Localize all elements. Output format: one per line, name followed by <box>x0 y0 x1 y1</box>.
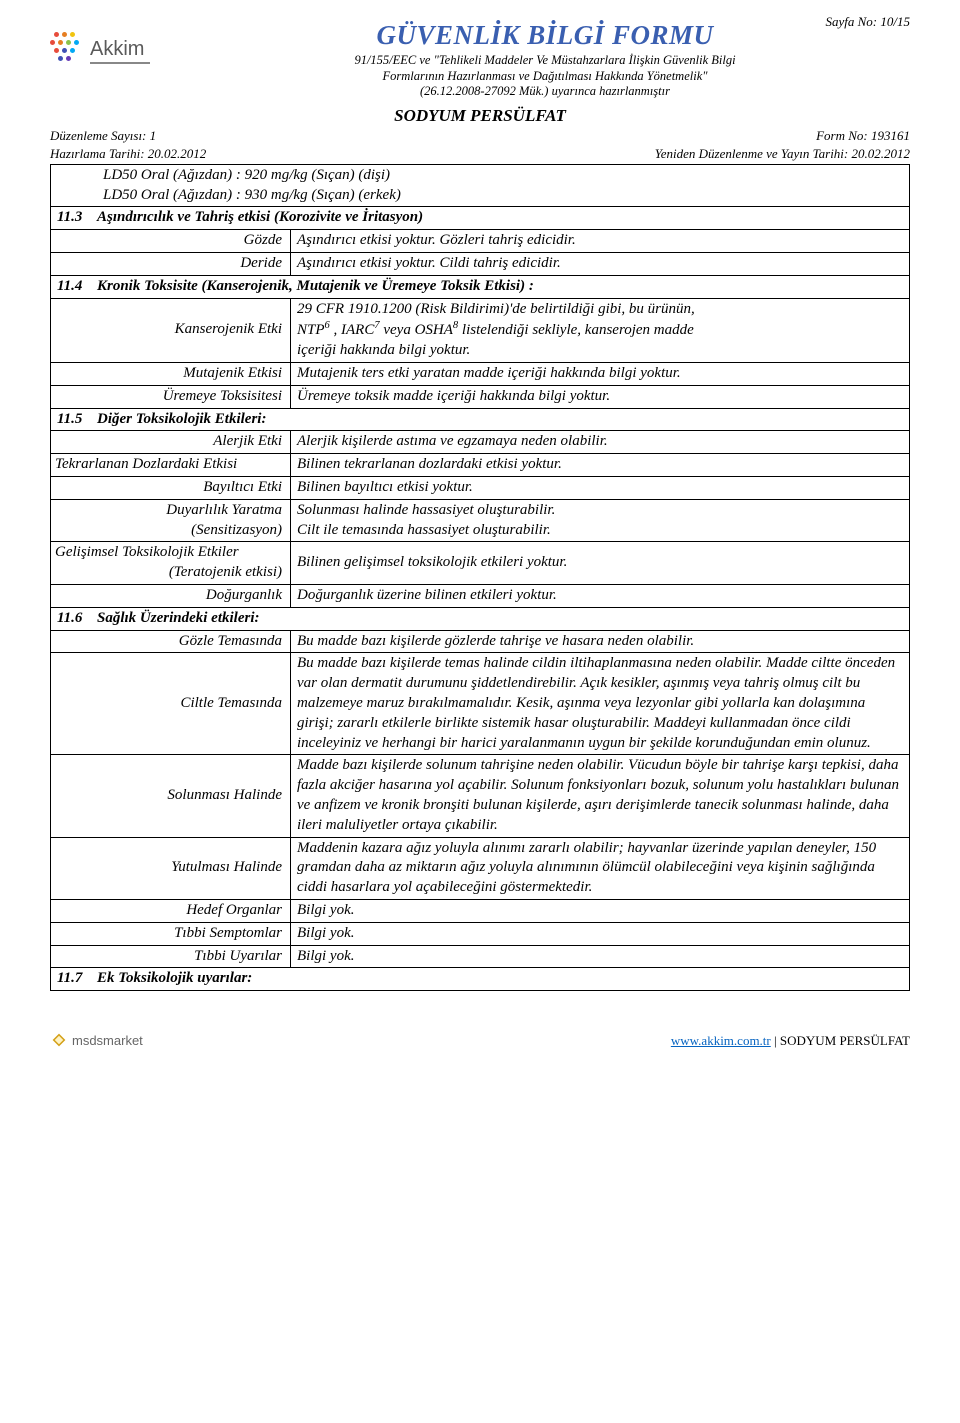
footer-link[interactable]: www.akkim.com.tr <box>671 1033 771 1048</box>
row-label: Kanserojenik Etki <box>51 298 291 362</box>
meta-left: Hazırlama Tarihi: 20.02.2012 <box>50 146 206 162</box>
footer-brand: msdsmarket <box>72 1033 143 1048</box>
row-value: Mutajenik ters etki yaratan madde içeriğ… <box>291 363 910 386</box>
row-label: Tıbbi Semptomlar <box>51 922 291 945</box>
row-label: Deride <box>51 253 291 276</box>
row-label: Hedef Organlar <box>51 899 291 922</box>
row-value: Alerjik kişilerde astıma ve egzamaya ned… <box>291 431 910 454</box>
row-label: Tıbbi Uyarılar <box>51 945 291 968</box>
product-title: SODYUM PERSÜLFAT <box>50 106 910 126</box>
footer-left: msdsmarket <box>50 1031 143 1049</box>
header: Akkim GÜVENLİK BİLGİ FORMU 91/155/EEC ve… <box>50 20 910 100</box>
section-heading: 11.5Diğer Toksikolojik Etkileri: <box>51 408 910 431</box>
row-value: Maddenin kazara ağız yoluyla alınımı zar… <box>291 837 910 899</box>
logo-text: Akkim <box>90 38 144 61</box>
footer-product: | SODYUM PERSÜLFAT <box>774 1033 910 1048</box>
content-table: LD50 Oral (Ağızdan) : 920 mg/kg (Sıçan) … <box>50 164 910 991</box>
row-value: Bu madde bazı kişilerde gözlerde tahrişe… <box>291 630 910 653</box>
reference-line: Formlarının Hazırlanması ve Dağıtılması … <box>180 69 910 85</box>
row-value: Aşındırıcı etkisi yoktur. Gözleri tahriş… <box>291 230 910 253</box>
page-number: Sayfa No: 10/15 <box>826 14 911 30</box>
ld50-line: LD50 Oral (Ağızdan) : 920 mg/kg (Sıçan) … <box>103 166 903 186</box>
row-label: Doğurganlık <box>51 585 291 608</box>
diamond-icon <box>50 1031 68 1049</box>
meta-left: Düzenleme Sayısı: 1 <box>50 128 156 144</box>
section-heading: 11.7Ek Toksikolojik uyarılar: <box>51 968 910 991</box>
row-label: Ciltle Temasında <box>51 653 291 755</box>
ld50-line: LD50 Oral (Ağızdan) : 930 mg/kg (Sıçan) … <box>103 186 903 206</box>
row-label: Tekrarlanan Dozlardaki Etkisi <box>51 454 291 477</box>
reference-line: 91/155/EEC ve "Tehlikeli Maddeler Ve Müs… <box>180 53 910 69</box>
row-label: Gözde <box>51 230 291 253</box>
row-value: 29 CFR 1910.1200 (Risk Bildirimi)'de bel… <box>291 298 910 362</box>
section-heading: 11.6Sağlık Üzerindeki etkileri: <box>51 607 910 630</box>
meta-row: Düzenleme Sayısı: 1 Form No: 193161 <box>50 128 910 144</box>
company-logo: Akkim <box>50 30 160 80</box>
row-label: Üremeye Toksisitesi <box>51 385 291 408</box>
row-value: Bilgi yok. <box>291 899 910 922</box>
row-value: Bilgi yok. <box>291 945 910 968</box>
row-label: Gelişimsel Toksikolojik Etkiler(Teratoje… <box>51 542 291 585</box>
meta-right: Yeniden Düzenlenme ve Yayın Tarihi: 20.0… <box>655 146 910 162</box>
row-value: Bilgi yok. <box>291 922 910 945</box>
row-value: Doğurganlık üzerine bilinen etkileri yok… <box>291 585 910 608</box>
row-label: Bayıltıcı Etki <box>51 477 291 500</box>
row-value: Bilinen gelişimsel toksikolojik etkileri… <box>291 542 910 585</box>
row-value: Solunması halinde hassasiyet oluşturabil… <box>291 499 910 542</box>
section-heading: 11.4Kronik Toksisite (Kanserojenik, Muta… <box>51 275 910 298</box>
document-title: GÜVENLİK BİLGİ FORMU <box>180 20 910 51</box>
row-label: Yutulması Halinde <box>51 837 291 899</box>
row-label: Solunması Halinde <box>51 755 291 837</box>
row-label: Alerjik Etki <box>51 431 291 454</box>
meta-right: Form No: 193161 <box>816 128 910 144</box>
reference-line: (26.12.2008-27092 Mük.) uyarınca hazırla… <box>180 84 910 100</box>
row-value: Üremeye toksik madde içeriği hakkında bi… <box>291 385 910 408</box>
row-label: Duyarlılık Yaratma(Sensitizasyon) <box>51 499 291 542</box>
row-value: Bilinen bayıltıcı etkisi yoktur. <box>291 477 910 500</box>
row-value: Bu madde bazı kişilerde temas halinde ci… <box>291 653 910 755</box>
row-value: Bilinen tekrarlanan dozlardaki etkisi yo… <box>291 454 910 477</box>
row-label: Gözle Temasında <box>51 630 291 653</box>
section-heading: 11.3Aşındırıcılık ve Tahriş etkisi (Koro… <box>51 207 910 230</box>
footer: msdsmarket www.akkim.com.tr | SODYUM PER… <box>50 1031 910 1049</box>
title-block: GÜVENLİK BİLGİ FORMU 91/155/EEC ve "Tehl… <box>180 20 910 100</box>
row-label: Mutajenik Etkisi <box>51 363 291 386</box>
footer-right: www.akkim.com.tr | SODYUM PERSÜLFAT <box>671 1033 910 1049</box>
row-value: Madde bazı kişilerde solunum tahrişine n… <box>291 755 910 837</box>
meta-row: Hazırlama Tarihi: 20.02.2012 Yeniden Düz… <box>50 146 910 162</box>
row-value: Aşındırıcı etkisi yoktur. Cildi tahriş e… <box>291 253 910 276</box>
